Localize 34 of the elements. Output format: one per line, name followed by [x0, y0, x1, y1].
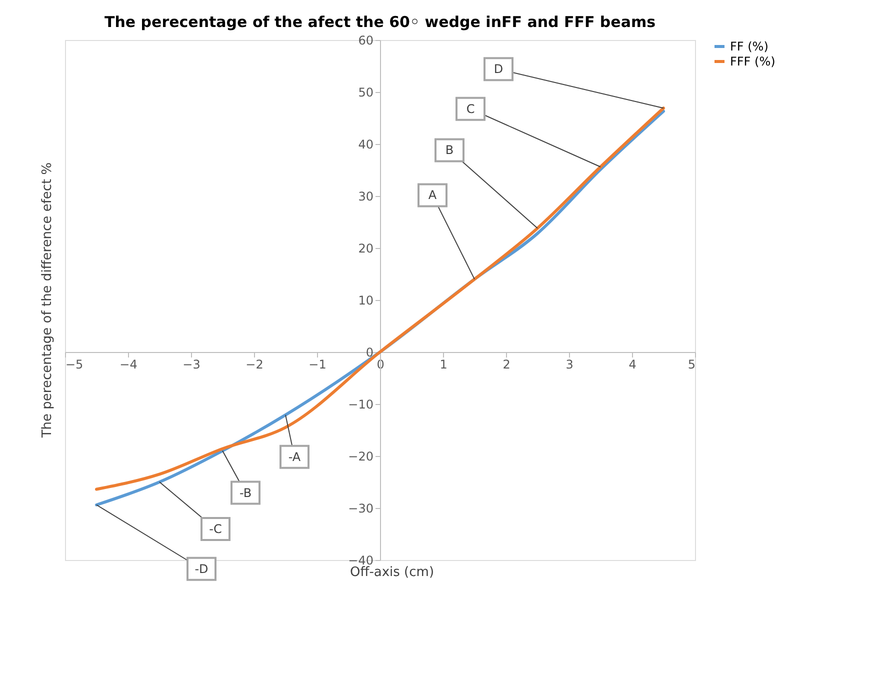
x-tick-label: −1 — [308, 358, 326, 372]
y-tick-label: 50 — [358, 86, 374, 100]
x-axis-title: Off-axis (cm) — [350, 565, 434, 580]
y-tick-label: 60 — [358, 34, 374, 48]
annotation: -A — [288, 450, 302, 464]
annotation: C — [466, 102, 475, 116]
legend-label: FF (%) — [730, 40, 768, 54]
annotation: -D — [194, 562, 208, 576]
x-tick-label: −2 — [246, 358, 264, 372]
legend-label: FFF (%) — [730, 54, 776, 68]
x-tick-label: 1 — [440, 358, 448, 372]
annotation: -B — [239, 486, 252, 500]
y-tick-label: 40 — [358, 138, 374, 152]
annotation: B — [445, 143, 454, 158]
chart-title: The perecentage of the afect the 60◦ wedge inFF and FFF beams — [104, 13, 656, 31]
y-tick-label: 10 — [358, 294, 374, 308]
x-tick-label: −3 — [182, 358, 200, 372]
annotation: A — [428, 188, 438, 202]
x-tick-label: 5 — [688, 358, 696, 372]
y-tick-label: 30 — [358, 190, 374, 204]
y-tick-label: 20 — [358, 242, 374, 256]
y-tick-label: −10 — [348, 398, 374, 412]
x-tick-label: 2 — [502, 358, 510, 372]
y-tick-label: −30 — [348, 502, 374, 516]
annotation: D — [494, 62, 504, 76]
y-axis-title: The perecentage of the difference efect % — [40, 162, 55, 439]
y-tick-label: 0 — [366, 346, 374, 360]
x-tick-label: 4 — [628, 358, 636, 372]
x-tick-label: −5 — [66, 358, 84, 372]
y-tick-label: −40 — [348, 554, 374, 568]
x-tick-label: −4 — [120, 358, 138, 372]
x-tick-label: 3 — [566, 358, 574, 372]
annotation: -C — [209, 522, 222, 536]
y-tick-label: −20 — [348, 450, 374, 464]
